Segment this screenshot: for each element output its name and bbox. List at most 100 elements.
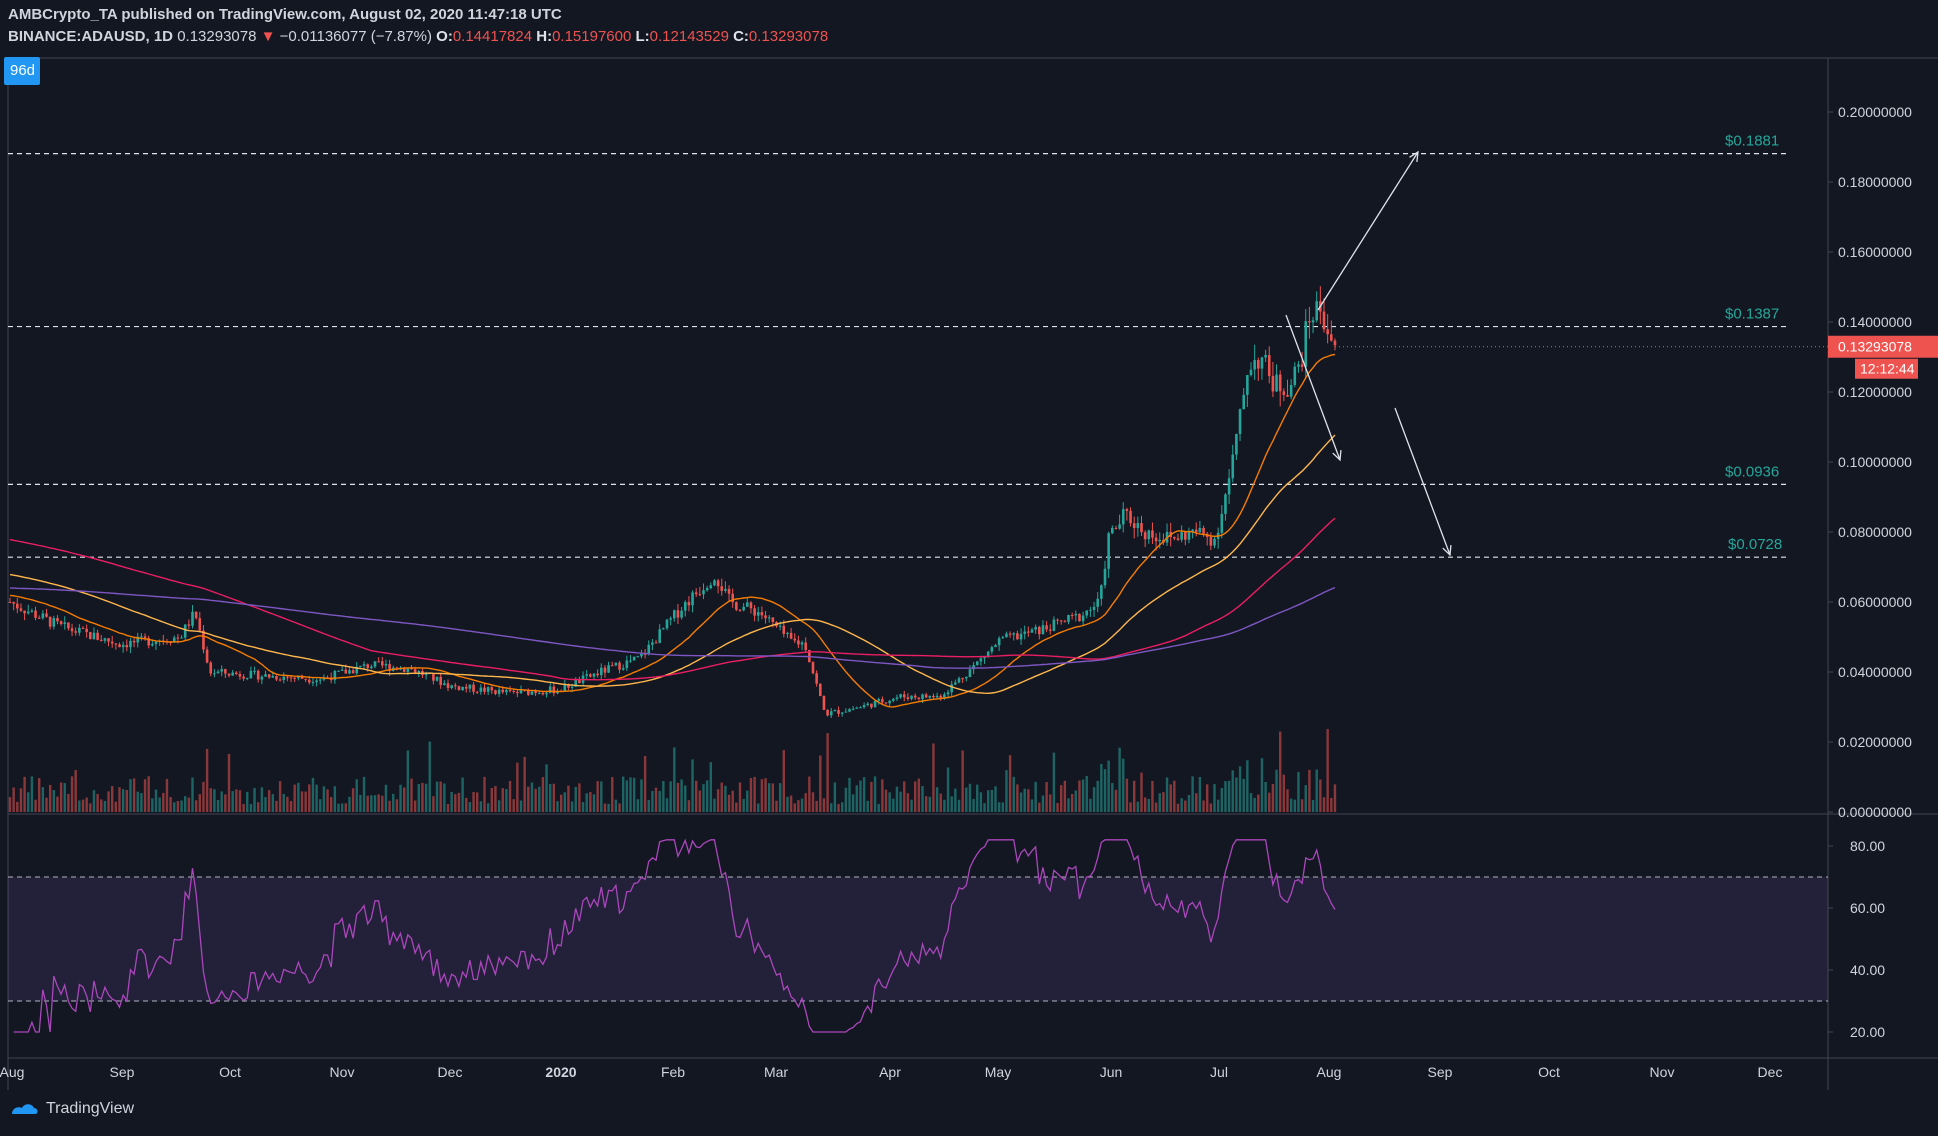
candle-body bbox=[731, 593, 734, 603]
candle-body bbox=[851, 708, 855, 710]
candle-body bbox=[1187, 531, 1191, 540]
candle-body bbox=[986, 651, 990, 657]
volume-bar bbox=[30, 776, 34, 812]
ma-20-line bbox=[9, 353, 1336, 708]
interval-badge[interactable]: 96d bbox=[4, 57, 40, 85]
candle-body bbox=[147, 638, 150, 646]
volume-bar bbox=[1191, 776, 1194, 812]
tradingview-logo-icon bbox=[12, 1104, 38, 1114]
candle-body bbox=[957, 678, 961, 683]
volume-bar bbox=[1300, 799, 1304, 812]
volume-bar bbox=[443, 783, 446, 812]
candle-body bbox=[1275, 374, 1278, 392]
candle-body bbox=[596, 673, 599, 676]
volume-bar bbox=[1246, 760, 1249, 812]
volume-bar bbox=[910, 799, 913, 812]
candle-body bbox=[209, 662, 213, 674]
close-value: 0.13293078 bbox=[748, 28, 829, 45]
volume-bar bbox=[538, 786, 541, 812]
candle-body bbox=[384, 664, 388, 666]
volume-bar bbox=[1209, 803, 1213, 812]
candle-body bbox=[282, 676, 286, 681]
volume-bar bbox=[578, 783, 581, 812]
volume-bar bbox=[567, 785, 570, 812]
rsi-tick-label: 80.00 bbox=[1850, 838, 1885, 854]
volume-bar bbox=[990, 789, 994, 812]
volume-bar bbox=[527, 786, 530, 812]
volume-bar bbox=[870, 781, 873, 812]
volume-bar bbox=[1060, 785, 1063, 812]
volume-bar bbox=[370, 795, 373, 812]
candle-body bbox=[1289, 385, 1293, 397]
candle-body bbox=[866, 703, 870, 706]
candle-body bbox=[716, 580, 720, 587]
candle-body bbox=[512, 690, 515, 692]
candle-body bbox=[308, 679, 311, 683]
volume-bar bbox=[1235, 777, 1238, 812]
volume-bar bbox=[1330, 797, 1333, 812]
volume-bar bbox=[589, 792, 592, 812]
countdown-label: 12:12:44 bbox=[1860, 361, 1915, 377]
volume-bar bbox=[534, 788, 537, 812]
volume-bar bbox=[173, 802, 176, 812]
volume-bar bbox=[976, 784, 979, 812]
candle-body bbox=[1282, 391, 1286, 395]
candle-body bbox=[713, 580, 716, 586]
volume-bar bbox=[1202, 800, 1205, 812]
volume-bar bbox=[322, 786, 326, 812]
x-tick-label: Dec bbox=[1758, 1064, 1783, 1080]
candle-body bbox=[260, 676, 264, 680]
volume-bar bbox=[1012, 776, 1015, 812]
candle-body bbox=[490, 687, 494, 691]
volume-bar bbox=[202, 781, 205, 812]
volume-bar bbox=[362, 776, 366, 812]
candle-body bbox=[1249, 369, 1253, 376]
volume-bar bbox=[1238, 766, 1242, 812]
candle-body bbox=[1235, 433, 1238, 455]
volume-bar bbox=[169, 796, 172, 812]
candle-body bbox=[968, 669, 972, 677]
footer-brand: TradingView bbox=[46, 1100, 135, 1117]
last-price: 0.13293078 bbox=[177, 28, 257, 45]
volume-bar bbox=[855, 785, 858, 812]
candle-body bbox=[34, 610, 37, 618]
volume-bar bbox=[246, 791, 249, 812]
volume-bar bbox=[724, 785, 727, 812]
volume-bar bbox=[23, 776, 26, 812]
candle-body bbox=[1052, 619, 1056, 631]
candle-body bbox=[275, 676, 278, 680]
candle-body bbox=[610, 665, 614, 667]
arrow-down-long bbox=[1394, 407, 1451, 556]
volume-bar bbox=[428, 741, 431, 812]
candle-body bbox=[1078, 613, 1081, 622]
volume-bar bbox=[819, 755, 822, 812]
candle-body bbox=[567, 684, 570, 688]
volume-bar bbox=[921, 785, 924, 812]
volume-bar bbox=[596, 781, 599, 812]
volume-bar bbox=[41, 787, 45, 812]
rsi-line bbox=[13, 838, 1336, 1033]
candle-body bbox=[618, 662, 621, 670]
volume-bar bbox=[1271, 784, 1275, 812]
candle-body bbox=[954, 682, 957, 685]
volume-bar bbox=[906, 793, 910, 812]
candle-body bbox=[665, 619, 669, 629]
candle-body bbox=[1008, 633, 1012, 635]
candle-body bbox=[1143, 532, 1147, 540]
volume-bar bbox=[1125, 778, 1129, 812]
candle-body bbox=[574, 679, 578, 687]
candle-body bbox=[118, 644, 121, 648]
candle-body bbox=[527, 689, 530, 695]
publish-info: AMBCrypto_TA published on TradingView.co… bbox=[8, 6, 562, 23]
volume-bar bbox=[1275, 769, 1278, 812]
volume-bar bbox=[89, 803, 92, 812]
candle-body bbox=[183, 624, 187, 638]
candle-body bbox=[804, 642, 807, 651]
volume-bar bbox=[63, 783, 66, 812]
candle-body bbox=[154, 641, 158, 644]
volume-bar bbox=[954, 788, 957, 812]
price-tick-label: 0.02000000 bbox=[1838, 734, 1912, 750]
candle-body bbox=[965, 676, 968, 679]
volume-bar bbox=[490, 788, 493, 812]
